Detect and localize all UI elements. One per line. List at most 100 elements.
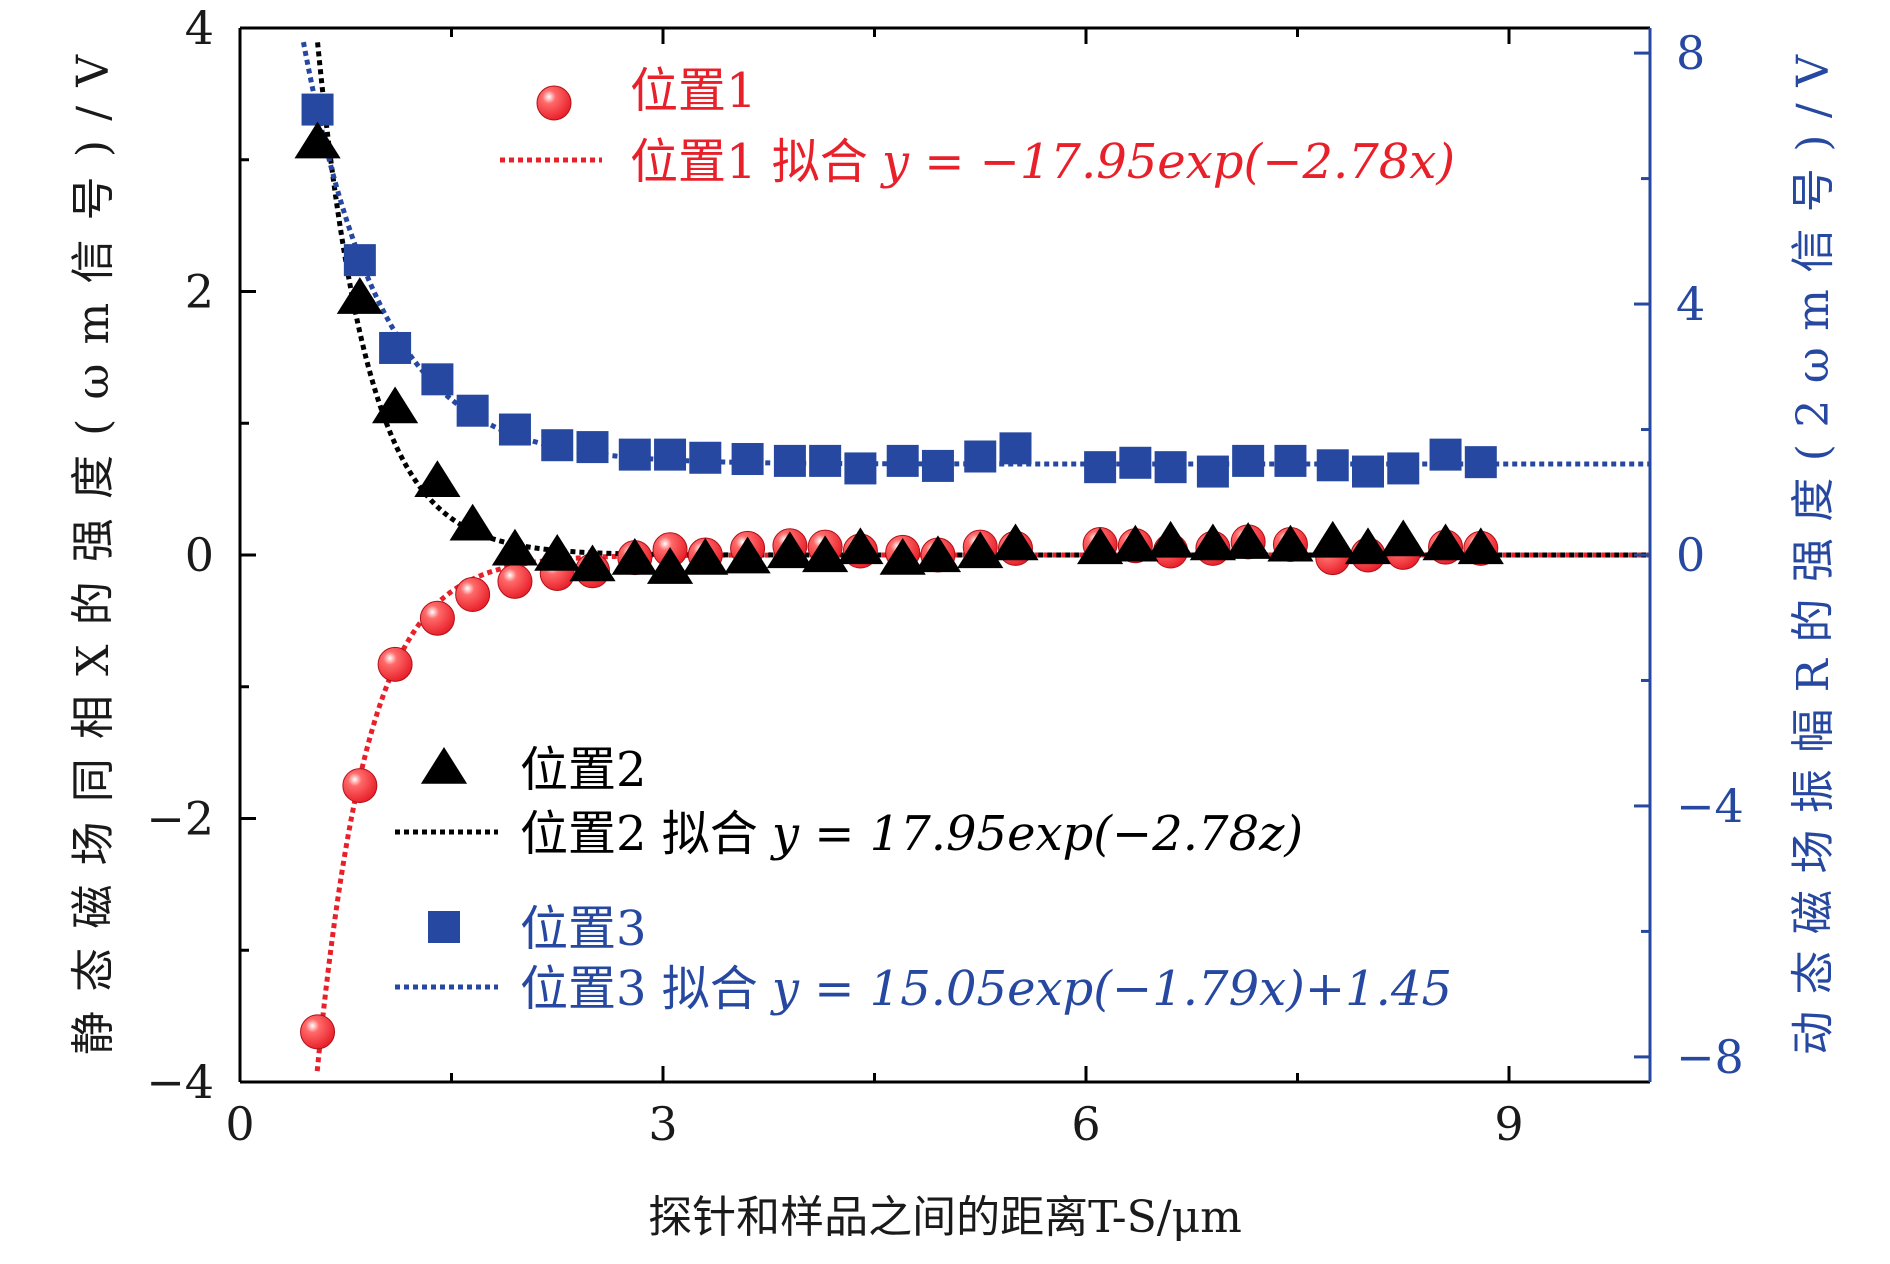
data-point	[914, 535, 962, 573]
data-point	[992, 523, 1039, 561]
legend-fit-eq-position1: y = −17.95exp(−2.78x)	[880, 134, 1455, 190]
data-point	[497, 563, 533, 599]
legend-label-position3: 位置3	[520, 901, 647, 957]
y-right-tick-label: −8	[1676, 1030, 1744, 1084]
fit-curve-3	[300, 41, 1650, 467]
data-point	[419, 600, 455, 636]
data-point	[724, 536, 771, 574]
data-point	[498, 413, 531, 446]
legend-marker-position2	[420, 747, 468, 784]
data-point	[618, 438, 651, 471]
y-right-tick-label: 0	[1676, 528, 1705, 582]
data-point	[455, 577, 491, 613]
data-point	[294, 121, 341, 159]
legend-marker-position3	[428, 911, 460, 943]
data-point	[802, 535, 849, 573]
series-position3	[301, 93, 1497, 488]
data-point	[536, 85, 572, 121]
data-point	[569, 544, 616, 582]
data-point	[300, 1014, 336, 1050]
y-left-tick-label: 0	[185, 528, 214, 582]
data-point	[957, 531, 1004, 569]
data-point	[1316, 449, 1349, 482]
data-point	[377, 646, 413, 682]
data-point	[964, 440, 997, 473]
data-point	[1464, 446, 1497, 479]
data-point	[541, 429, 574, 462]
data-point	[343, 244, 376, 277]
x-tick-label: 6	[1071, 1097, 1100, 1151]
data-point	[1154, 451, 1187, 484]
data-point	[379, 331, 412, 364]
x-axis-title: 探针和样品之间的距离T-S/μm	[648, 1192, 1242, 1243]
data-point	[921, 449, 954, 482]
data-point	[1309, 520, 1356, 558]
data-point	[576, 431, 609, 464]
fit-curve-2	[315, 42, 1650, 558]
data-point	[689, 441, 722, 474]
data-point	[1274, 444, 1307, 477]
y-right-tick-label: 4	[1676, 277, 1705, 331]
y-left-tick-label: 2	[185, 265, 214, 319]
data-point	[731, 443, 764, 476]
legend-fit-position3: 位置3 拟合 y = 15.05exp(−1.79x)+1.45	[520, 961, 1452, 1017]
data-point	[1352, 455, 1384, 488]
data-point	[1119, 446, 1152, 479]
legend-fit-prefix-position3: 位置3 拟合	[520, 961, 758, 1017]
data-point	[646, 547, 694, 584]
x-tick-label: 3	[648, 1097, 677, 1151]
legend-fit-prefix-position1: 位置1 拟合	[630, 134, 868, 190]
legend-label-position2: 位置2	[520, 742, 647, 798]
data-point	[449, 503, 496, 541]
y-right-axis-title: 动态磁场振幅R的强度(2ωm信号)/V	[1788, 54, 1839, 1055]
x-tick-label: 0	[225, 1097, 254, 1151]
data-point	[1077, 527, 1124, 565]
data-point	[1084, 451, 1117, 484]
data-point	[611, 537, 658, 575]
data-point	[1232, 444, 1265, 477]
data-point	[682, 537, 729, 575]
data-point	[1344, 527, 1392, 565]
data-point	[773, 444, 806, 477]
data-point	[420, 747, 468, 784]
data-point	[336, 277, 383, 314]
data-point	[456, 394, 489, 427]
data-point	[1457, 527, 1504, 565]
legend-fit-eq-position2: y = 17.95exp(−2.78z)	[770, 806, 1303, 862]
data-point	[766, 531, 813, 569]
data-point	[1429, 438, 1462, 471]
legend-fit-position1: 位置1 拟合 y = −17.95exp(−2.78x)	[630, 134, 1455, 190]
data-point	[414, 460, 461, 497]
y-right-tick-label: 8	[1676, 26, 1705, 80]
data-point	[1422, 523, 1469, 561]
data-point	[1112, 524, 1159, 562]
data-point	[534, 534, 581, 571]
data-point	[1147, 520, 1194, 558]
data-point	[421, 363, 454, 396]
legend-fit-eq-position3: y = 15.05exp(−1.79x)+1.45	[770, 961, 1452, 1017]
legend-marker-position1	[536, 85, 572, 121]
data-point	[654, 438, 687, 471]
data-point	[1380, 519, 1427, 557]
data-point	[809, 444, 842, 477]
data-point	[886, 444, 919, 477]
y-left-tick-label: −4	[146, 1055, 214, 1109]
data-point	[1189, 523, 1236, 561]
data-point	[1196, 455, 1229, 488]
data-point	[879, 537, 926, 575]
data-point	[342, 768, 378, 804]
data-point	[1387, 452, 1420, 485]
data-point	[1225, 522, 1272, 559]
data-point	[844, 452, 877, 485]
data-point	[1267, 524, 1314, 562]
y-left-tick-label: −2	[146, 792, 214, 846]
data-point	[837, 527, 884, 565]
data-point	[428, 911, 460, 943]
data-point	[301, 93, 334, 126]
data-point	[372, 386, 419, 424]
y-left-axis-title: 静态磁场同相X的强度(ωm信号)/V	[68, 54, 119, 1055]
series-position2	[294, 121, 1504, 584]
y-right-tick-label: −4	[1676, 779, 1744, 833]
legend-label-position1: 位置1	[630, 63, 757, 119]
